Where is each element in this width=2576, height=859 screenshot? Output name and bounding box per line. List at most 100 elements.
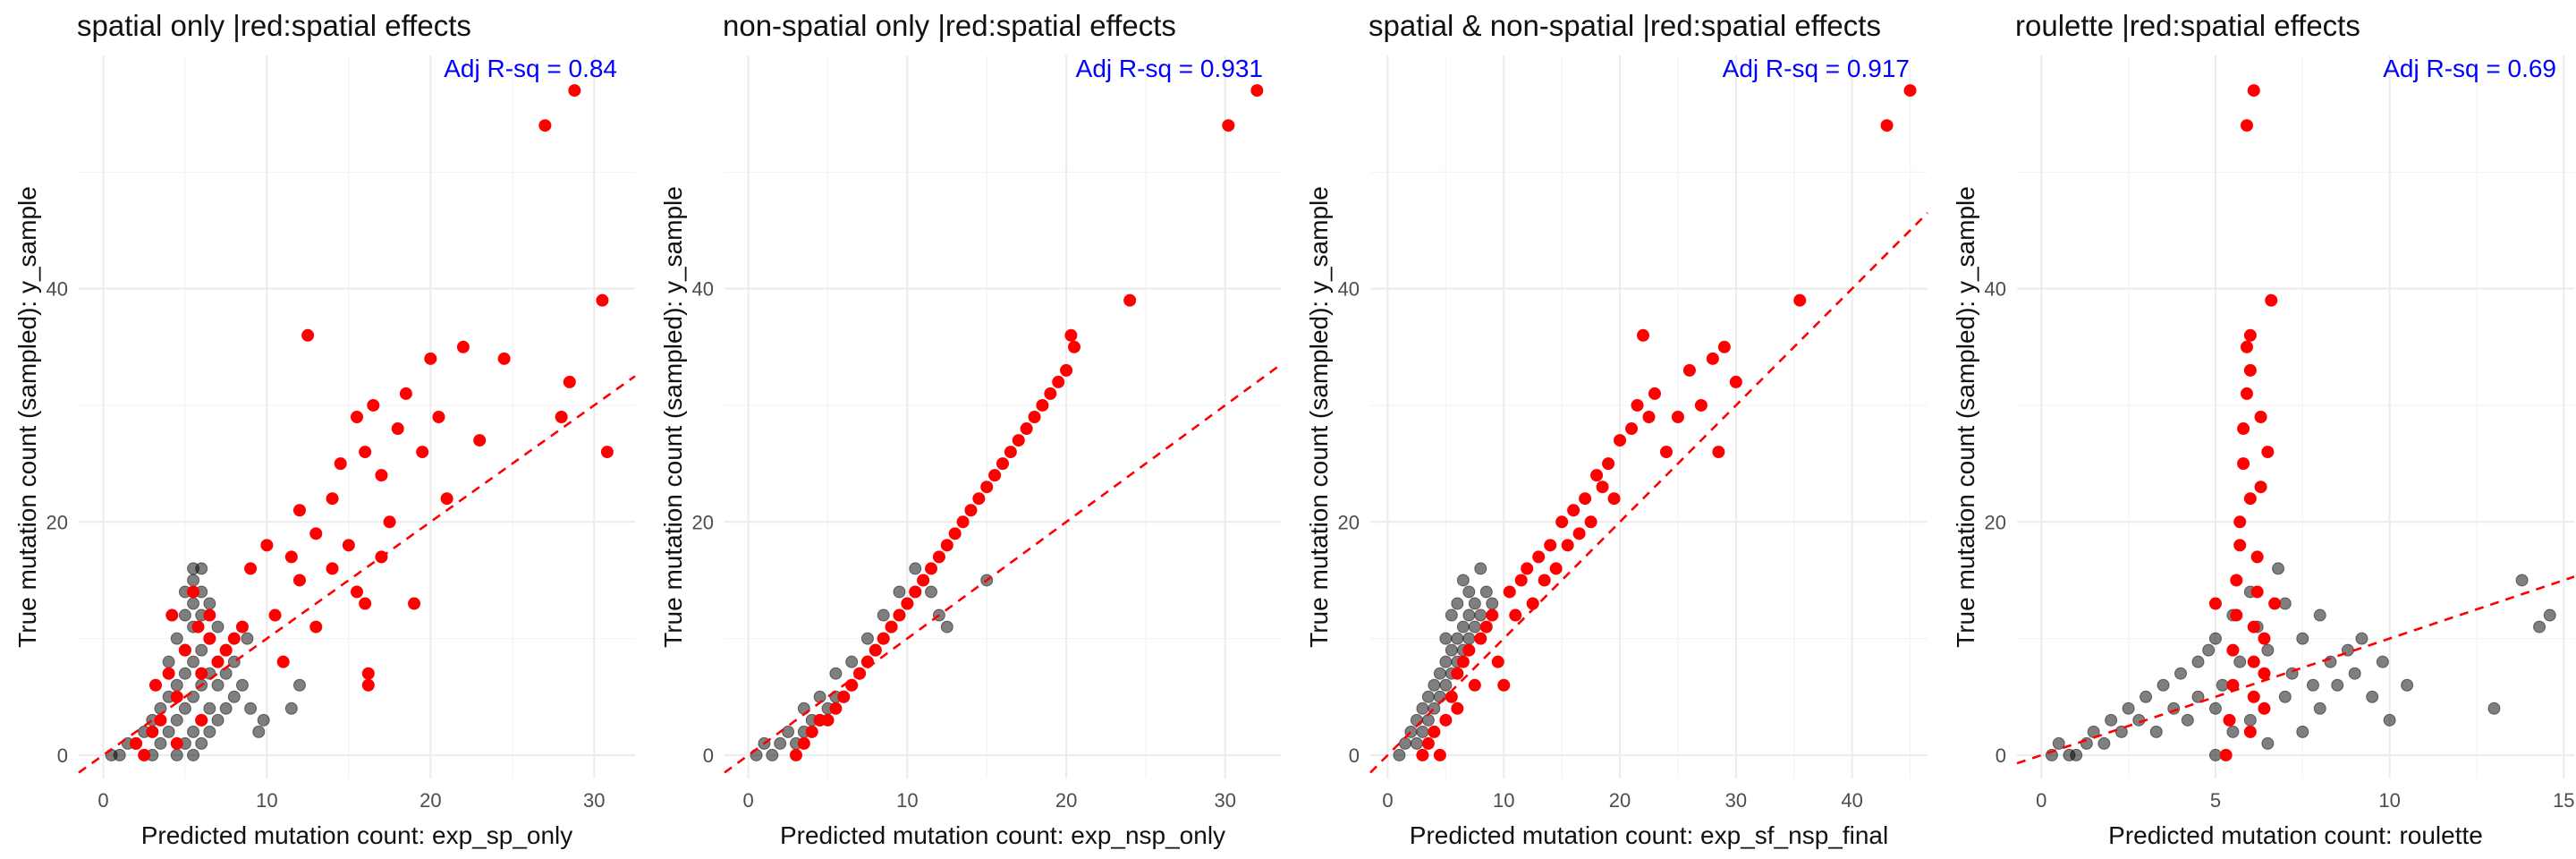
data-point	[2296, 632, 2309, 645]
data-point	[195, 562, 208, 575]
data-point	[178, 702, 191, 715]
data-point	[1456, 620, 1470, 634]
data-point	[1123, 293, 1137, 307]
data-point	[361, 667, 375, 680]
data-point	[227, 632, 241, 645]
data-point	[1445, 690, 1458, 703]
data-point	[2237, 457, 2250, 471]
fit-line	[1369, 212, 1928, 774]
data-point	[170, 713, 183, 727]
x-tick-label: 30	[1215, 789, 1236, 812]
data-point	[2216, 678, 2229, 692]
data-point	[1004, 446, 1017, 459]
data-point	[2208, 632, 2222, 645]
data-point	[2208, 748, 2222, 761]
r-squared-annotation: Adj R-sq = 0.917	[1723, 55, 1910, 82]
data-point	[1729, 375, 1742, 388]
data-point	[1625, 422, 1639, 436]
panel-4: 0 5 10 15 0 20 40 roulette |red:spatial effects…	[1952, 9, 2575, 849]
data-point	[885, 620, 898, 634]
data-point	[1428, 725, 1441, 738]
data-point	[2052, 736, 2065, 750]
panel-title: spatial only |red:spatial effects	[77, 9, 471, 42]
data-point	[2070, 748, 2083, 761]
data-point	[596, 293, 609, 307]
data-point	[1468, 620, 1481, 634]
data-point	[2233, 539, 2247, 552]
data-point	[1439, 678, 1453, 692]
data-point	[1410, 736, 1423, 750]
data-point	[1433, 748, 1446, 761]
data-point	[219, 643, 233, 657]
x-tick-label: 40	[1841, 789, 1862, 812]
data-point	[1637, 328, 1650, 342]
data-point	[284, 550, 298, 564]
data-point	[292, 678, 306, 692]
data-point	[1012, 434, 1025, 447]
fit-line	[724, 363, 1282, 774]
data-point	[1544, 539, 1557, 552]
x-tick-label: 10	[1493, 789, 1514, 812]
data-point	[334, 457, 347, 471]
data-point	[1445, 608, 1458, 622]
data-point	[909, 585, 922, 599]
data-point	[1590, 469, 1604, 482]
data-point	[170, 690, 183, 703]
data-point	[2243, 713, 2257, 727]
data-point	[187, 585, 200, 599]
data-point	[1428, 678, 1441, 692]
x-tick-label: 15	[2553, 789, 2574, 812]
data-point	[2149, 725, 2163, 738]
data-point	[829, 667, 843, 680]
data-point	[235, 620, 249, 634]
data-point	[1509, 608, 1522, 622]
data-point	[1439, 632, 1453, 645]
data-point	[1067, 340, 1080, 353]
data-point	[1474, 562, 1487, 575]
x-tick-label: 30	[583, 789, 605, 812]
data-point	[1439, 713, 1453, 727]
data-point	[1451, 597, 1464, 610]
data-point	[925, 562, 938, 575]
y-axis-label: True mutation count (sampled): y_sample	[1952, 186, 1979, 648]
data-point	[391, 422, 404, 436]
data-point	[456, 340, 470, 353]
data-point	[782, 725, 795, 738]
data-point	[774, 736, 787, 750]
data-point	[1468, 678, 1481, 692]
data-point	[342, 539, 355, 552]
x-tick-label: 10	[2378, 789, 2400, 812]
data-point	[2306, 678, 2319, 692]
data-point	[361, 678, 375, 692]
data-point	[2122, 702, 2135, 715]
data-point	[191, 620, 205, 634]
data-point	[2401, 678, 2414, 692]
fit-line	[2016, 575, 2575, 765]
x-tick-label: 0	[743, 789, 754, 812]
data-point	[1579, 492, 1592, 506]
data-point	[359, 597, 372, 610]
data-point	[829, 702, 843, 715]
data-point	[948, 527, 962, 540]
data-point	[2080, 736, 2093, 750]
data-point	[1462, 585, 1476, 599]
data-point	[1584, 515, 1597, 529]
data-point	[1497, 678, 1511, 692]
data-point	[2097, 736, 2111, 750]
y-tick-label: 0	[703, 744, 714, 767]
data-point	[424, 352, 437, 365]
data-point	[203, 632, 216, 645]
x-tick-label: 10	[896, 789, 918, 812]
data-point	[2331, 678, 2344, 692]
data-point	[1503, 585, 1516, 599]
y-tick-label: 0	[57, 744, 68, 767]
r-squared-annotation: Adj R-sq = 0.69	[2383, 55, 2556, 82]
data-point	[1642, 411, 1656, 423]
data-point	[309, 620, 323, 634]
data-point	[195, 736, 208, 750]
data-point	[1903, 84, 1917, 98]
data-point	[260, 539, 274, 552]
data-point	[2272, 562, 2285, 575]
data-point	[2247, 620, 2260, 634]
data-point	[138, 748, 151, 761]
